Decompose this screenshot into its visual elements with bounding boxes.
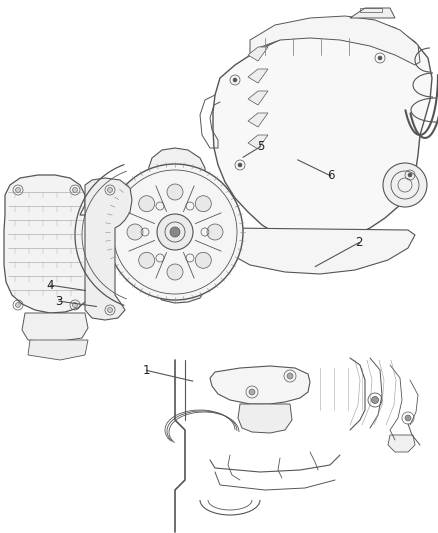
Text: 3: 3 (56, 295, 63, 308)
Circle shape (73, 303, 78, 308)
Polygon shape (213, 18, 432, 242)
Polygon shape (248, 69, 268, 83)
Polygon shape (350, 8, 395, 18)
Circle shape (383, 163, 427, 207)
Circle shape (107, 188, 113, 192)
Circle shape (207, 224, 223, 240)
Text: 6: 6 (327, 169, 335, 182)
Polygon shape (148, 148, 205, 303)
Text: 4: 4 (46, 279, 54, 292)
Circle shape (378, 56, 382, 60)
Circle shape (107, 308, 113, 312)
Circle shape (139, 252, 155, 268)
Circle shape (73, 188, 78, 192)
Polygon shape (4, 175, 90, 313)
Circle shape (170, 227, 180, 237)
Polygon shape (248, 113, 268, 127)
Text: 5: 5 (257, 140, 264, 153)
Polygon shape (28, 340, 88, 360)
Polygon shape (22, 313, 88, 342)
Circle shape (233, 78, 237, 82)
Text: 2: 2 (355, 236, 363, 249)
Polygon shape (225, 228, 415, 274)
Polygon shape (210, 366, 310, 404)
Circle shape (408, 173, 412, 177)
Circle shape (371, 397, 378, 403)
Circle shape (15, 303, 21, 308)
Circle shape (195, 196, 211, 212)
Polygon shape (248, 91, 268, 105)
Circle shape (405, 415, 411, 421)
Circle shape (287, 373, 293, 379)
Circle shape (167, 264, 183, 280)
Circle shape (167, 184, 183, 200)
Circle shape (249, 389, 255, 395)
Polygon shape (388, 435, 415, 452)
Circle shape (127, 224, 143, 240)
Polygon shape (248, 135, 268, 149)
Circle shape (15, 188, 21, 192)
Circle shape (238, 163, 242, 167)
Polygon shape (85, 178, 132, 320)
Circle shape (195, 252, 211, 268)
Polygon shape (238, 404, 292, 433)
Polygon shape (248, 47, 268, 61)
Text: 1: 1 (143, 364, 151, 377)
Circle shape (139, 196, 155, 212)
Circle shape (107, 164, 243, 300)
Circle shape (157, 214, 193, 250)
Polygon shape (250, 16, 420, 65)
